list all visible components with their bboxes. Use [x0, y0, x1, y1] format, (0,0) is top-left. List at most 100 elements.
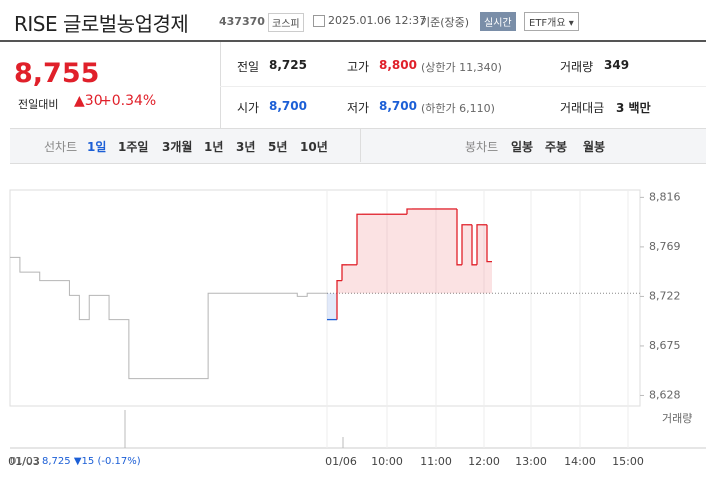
area-segment: [487, 261, 492, 294]
header-rule: [0, 40, 706, 42]
divider: [220, 86, 706, 87]
info-label: 거래량: [560, 60, 594, 74]
area-segment: [467, 224, 472, 294]
x-tick-label: 01/03: [8, 455, 40, 468]
y-tick-label: 8,722: [649, 289, 681, 302]
area-segment: [462, 224, 467, 294]
area-segment: [342, 264, 347, 294]
area-segment: [432, 208, 437, 294]
x-tick-label: 12:00: [468, 455, 500, 468]
x-tick-label: 10:00: [371, 455, 403, 468]
info-label: 시가: [237, 101, 260, 115]
area-segment: [357, 214, 362, 294]
plot-frame: [9, 189, 641, 407]
area-segment: [347, 264, 352, 294]
realtime-badge[interactable]: 실시간: [480, 12, 516, 31]
tab[interactable]: 일봉: [511, 140, 534, 154]
area-segment: [417, 208, 422, 294]
area-segment: [437, 208, 442, 294]
x-tick-label: 01/06: [325, 455, 357, 468]
divider: [360, 128, 361, 162]
info-value: 8,700: [379, 99, 417, 113]
x-tick-label: 15:00: [612, 455, 644, 468]
area-segment: [477, 224, 482, 294]
info-label: 저가: [347, 101, 370, 115]
area-segment: [397, 214, 402, 294]
tab[interactable]: 10년: [300, 140, 328, 154]
info-value: 8,725: [269, 58, 307, 72]
area-segment: [392, 214, 397, 294]
info-label: 거래대금: [560, 101, 605, 115]
volume-label: 거래량: [662, 412, 692, 425]
area-segment: [452, 208, 457, 294]
info-value: 8,800: [379, 58, 417, 72]
info-label: 고가: [347, 60, 370, 74]
area-segment: [377, 214, 382, 294]
footer-price: 8,725: [42, 456, 71, 467]
y-tick-label: 8,816: [649, 190, 681, 203]
footer-change: ▼15: [73, 456, 95, 467]
today-line: [336, 279, 342, 320]
calendar-icon: [313, 15, 325, 27]
info-value: 3 백만: [616, 101, 651, 115]
prev-day-line: [10, 256, 327, 380]
x-tick-label: 14:00: [564, 455, 596, 468]
change-label: 전일대비: [18, 98, 59, 111]
today-line: [341, 264, 347, 281]
tab[interactable]: 1년: [204, 140, 224, 154]
divider: [220, 42, 221, 128]
footer: 01/03 8,725 ▼15 (-0.17%): [10, 456, 141, 467]
area-segment: [447, 208, 452, 294]
current-price: 8,755: [14, 58, 100, 89]
status: 기준(장중): [420, 16, 470, 29]
area-segment: [362, 214, 367, 294]
change: ▲30: [74, 93, 103, 109]
datetime: 2025.01.06 12:37: [328, 14, 427, 27]
area-segment: [457, 264, 462, 294]
y-tick-label: 8,628: [649, 388, 681, 401]
tab[interactable]: 5년: [268, 140, 288, 154]
area-segment: [402, 214, 407, 294]
market-badge: 코스피: [268, 13, 304, 32]
area-segment: [482, 224, 487, 294]
tab[interactable]: 1일: [87, 140, 107, 154]
tab-bar: [10, 128, 706, 164]
info-label: 전일: [237, 60, 260, 74]
y-tick-label: 8,769: [649, 240, 681, 253]
etf-button[interactable]: ETF개요 ▾: [524, 12, 579, 31]
area-segment: [427, 208, 432, 294]
tab[interactable]: 1주일: [118, 140, 149, 154]
area-segment: [442, 208, 447, 294]
today-line: [471, 224, 477, 266]
area-segment: [472, 264, 477, 294]
tab-label: 봉차트: [465, 140, 499, 154]
area-segment: [407, 208, 412, 294]
today-line: [356, 213, 362, 265]
today-line: [476, 224, 482, 265]
x-tick-label: 13:00: [515, 455, 547, 468]
tab[interactable]: 주봉: [545, 140, 568, 154]
chart: 8,816 8,769 8,722 8,675 8,628 거래량 01/03 01/06 10…: [8, 189, 706, 468]
etf-button-text[interactable]: ETF개요: [529, 18, 566, 29]
today-line: [461, 224, 467, 265]
tab[interactable]: 3년: [236, 140, 256, 154]
change-pct: +0.34%: [100, 93, 157, 109]
stock-code: 437370: [219, 15, 265, 28]
footer-change-value: 15: [81, 456, 95, 467]
footer-change-pct: (-0.17%): [97, 456, 141, 467]
y-tick-label: 8,675: [649, 339, 681, 352]
tab[interactable]: 월봉: [583, 140, 606, 154]
x-tick-label: 11:00: [420, 455, 452, 468]
area-segment: [387, 214, 392, 294]
info-value: 8,700: [269, 99, 307, 113]
area-segment: [372, 214, 377, 294]
footer-date: 01/03: [10, 456, 39, 467]
tab[interactable]: 3개월: [162, 140, 193, 154]
area-segment: [352, 264, 357, 294]
area-segment: [412, 208, 417, 294]
tab-label: 선차트: [44, 140, 78, 154]
today-line: [486, 224, 492, 263]
area-segment: [382, 214, 387, 294]
area-segment: [332, 293, 337, 320]
